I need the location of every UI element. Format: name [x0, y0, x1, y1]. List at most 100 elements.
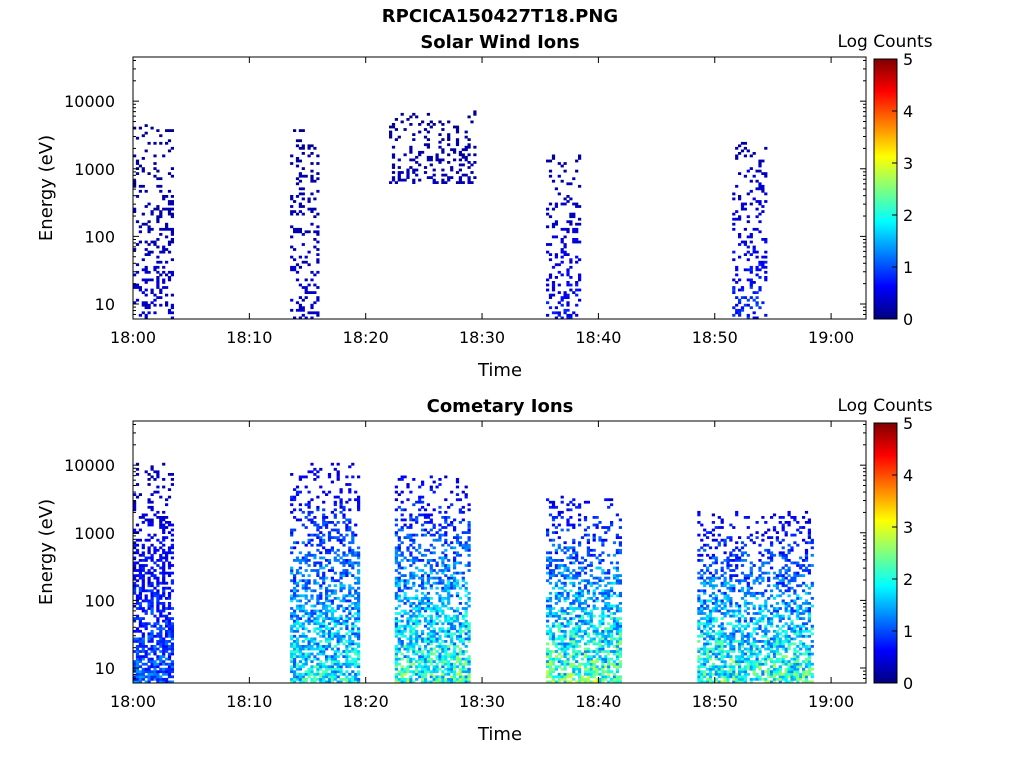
heatmap-cell: [554, 655, 558, 658]
heatmap-cell: [749, 233, 753, 236]
heatmap-cell: [162, 485, 166, 489]
heatmap-cell: [589, 617, 593, 620]
heatmap-cell: [580, 566, 585, 570]
heatmap-cell: [135, 660, 140, 663]
heatmap-cell: [432, 652, 436, 656]
heatmap-cell: [298, 650, 302, 653]
heatmap-cell: [150, 493, 154, 496]
heatmap-cell: [586, 657, 590, 661]
heatmap-cell: [133, 569, 137, 572]
heatmap-cell: [467, 526, 471, 529]
heatmap-cell: [464, 495, 468, 499]
heatmap-cell: [548, 607, 553, 610]
heatmap-cell: [307, 263, 311, 267]
heatmap-cell: [706, 640, 710, 643]
heatmap-cell: [141, 647, 145, 651]
heatmap-cell: [429, 155, 433, 159]
heatmap-cell: [758, 612, 762, 615]
heatmap-cell: [322, 541, 326, 545]
heatmap-cell: [607, 645, 611, 648]
heatmap-cell: [357, 591, 361, 595]
heatmap-cell: [336, 662, 340, 666]
heatmap-cell: [409, 640, 413, 643]
heatmap-cell: [563, 597, 567, 600]
heatmap-cell: [153, 576, 157, 580]
heatmap-cell: [156, 589, 160, 593]
heatmap-cell: [735, 184, 739, 188]
heatmap-cell: [743, 665, 747, 669]
heatmap-cell: [578, 541, 582, 545]
heatmap-cell: [327, 622, 332, 626]
heatmap-cell: [435, 612, 439, 615]
heatmap-cell: [560, 591, 564, 595]
heatmap-cell: [159, 189, 163, 193]
heatmap-cell: [566, 270, 570, 274]
heatmap-cell: [548, 614, 553, 618]
heatmap-cell: [351, 624, 355, 628]
heatmap-cell: [743, 660, 747, 663]
heatmap-cell: [162, 561, 166, 565]
heatmap-cell: [604, 571, 608, 575]
heatmap-cell: [546, 647, 550, 651]
heatmap-cell: [735, 217, 739, 221]
heatmap-cell: [447, 627, 451, 631]
heatmap-cell: [453, 665, 457, 669]
heatmap-cell: [310, 179, 314, 183]
heatmap-cell: [607, 672, 611, 676]
heatmap-cell: [743, 202, 747, 206]
heatmap-cell: [569, 680, 573, 683]
heatmap-cell: [473, 153, 477, 157]
heatmap-cell: [327, 645, 332, 648]
heatmap-cell: [170, 303, 174, 307]
heatmap-cell: [313, 245, 317, 249]
heatmap-cell: [697, 607, 701, 610]
heatmap-cell: [458, 561, 462, 565]
heatmap-cell: [598, 538, 602, 542]
panel-cometary: Cometary Ions 18:00 18:10 18:20 18:30 18:40 1…: [36, 396, 933, 745]
heatmap-cell: [357, 607, 361, 610]
heatmap-cell: [601, 670, 605, 674]
heatmap-cell: [135, 599, 140, 603]
heatmap-cell: [441, 629, 445, 633]
heatmap-cell: [391, 166, 396, 169]
heatmap-cell: [357, 677, 361, 681]
heatmap-cell: [447, 176, 451, 179]
heatmap-cell: [304, 230, 308, 234]
heatmap-cell: [714, 546, 718, 550]
heatmap-cell: [138, 617, 142, 620]
heatmap-cell: [397, 564, 401, 567]
heatmap-cell: [735, 308, 739, 312]
heatmap-cell: [351, 475, 355, 479]
heatmap-cell: [618, 662, 622, 666]
heatmap-cell: [162, 556, 166, 560]
heatmap-cell: [749, 154, 753, 158]
heatmap-cell: [615, 629, 619, 633]
heatmap-cell: [156, 510, 160, 514]
heatmap-cell: [409, 602, 413, 605]
heatmap-cell: [327, 473, 332, 476]
heatmap-cell: [298, 230, 302, 234]
heatmap-cell: [746, 313, 750, 317]
heatmap-cell: [470, 181, 474, 184]
heatmap-cell: [351, 564, 355, 567]
heatmap-cell: [412, 662, 416, 666]
heatmap-cell: [548, 564, 553, 567]
heatmap-cell: [708, 647, 713, 651]
heatmap-cell: [589, 662, 593, 666]
heatmap-cell: [601, 551, 605, 555]
colorbar-tick-label: 1: [903, 258, 913, 277]
heatmap-cell: [569, 523, 573, 527]
heatmap-cell: [153, 574, 157, 577]
heatmap-cell: [589, 584, 593, 588]
heatmap-cell: [327, 475, 332, 479]
heatmap-cell: [569, 645, 573, 648]
heatmap-cell: [697, 597, 701, 600]
heatmap-cell: [560, 571, 564, 575]
heatmap-cell: [406, 645, 410, 648]
heatmap-cell: [348, 561, 352, 565]
heatmap-cell: [141, 566, 145, 570]
heatmap-cell: [575, 665, 579, 669]
heatmap-cell: [589, 622, 593, 626]
heatmap-cell: [583, 642, 588, 646]
heatmap-cell: [560, 298, 564, 302]
